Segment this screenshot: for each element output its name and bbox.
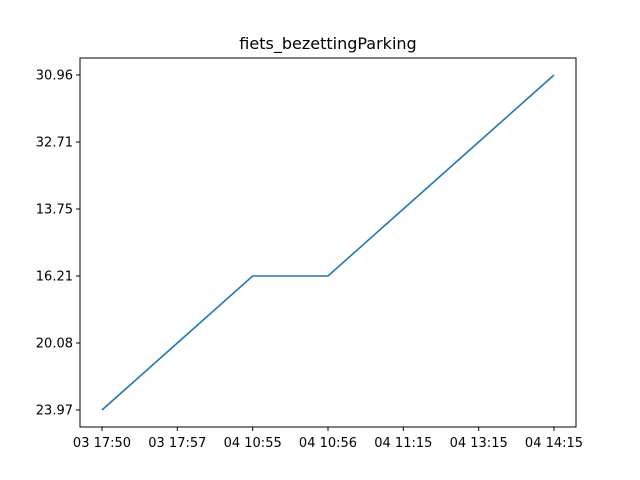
y-tick-label: 16.21 bbox=[36, 270, 73, 285]
x-tick-label: 03 17:57 bbox=[148, 436, 206, 451]
x-tick-label: 04 10:55 bbox=[224, 436, 282, 451]
y-axis: 23.97 20.08 16.21 13.75 32.71 30.96 bbox=[36, 69, 80, 419]
y-tick-label: 30.96 bbox=[36, 69, 73, 84]
x-tick-label: 04 13:15 bbox=[450, 436, 508, 451]
x-tick-label: 04 10:56 bbox=[299, 436, 357, 451]
x-tick-label: 03 17:50 bbox=[73, 436, 131, 451]
chart-title: fiets_bezettingParking bbox=[239, 34, 416, 54]
y-tick-label: 13.75 bbox=[36, 203, 73, 218]
y-tick-label: 32.71 bbox=[36, 136, 73, 151]
series-layer bbox=[101, 74, 555, 411]
x-axis: 03 17:50 03 17:57 04 10:55 04 10:56 04 11:15… bbox=[73, 427, 583, 451]
x-tick-label: 04 11:15 bbox=[374, 436, 432, 451]
y-tick-label: 20.08 bbox=[36, 337, 73, 352]
plot-area-frame bbox=[79, 57, 577, 428]
x-tick-label: 04 14:15 bbox=[525, 436, 583, 451]
y-tick-label: 23.97 bbox=[36, 404, 73, 419]
series-line bbox=[101, 74, 555, 411]
